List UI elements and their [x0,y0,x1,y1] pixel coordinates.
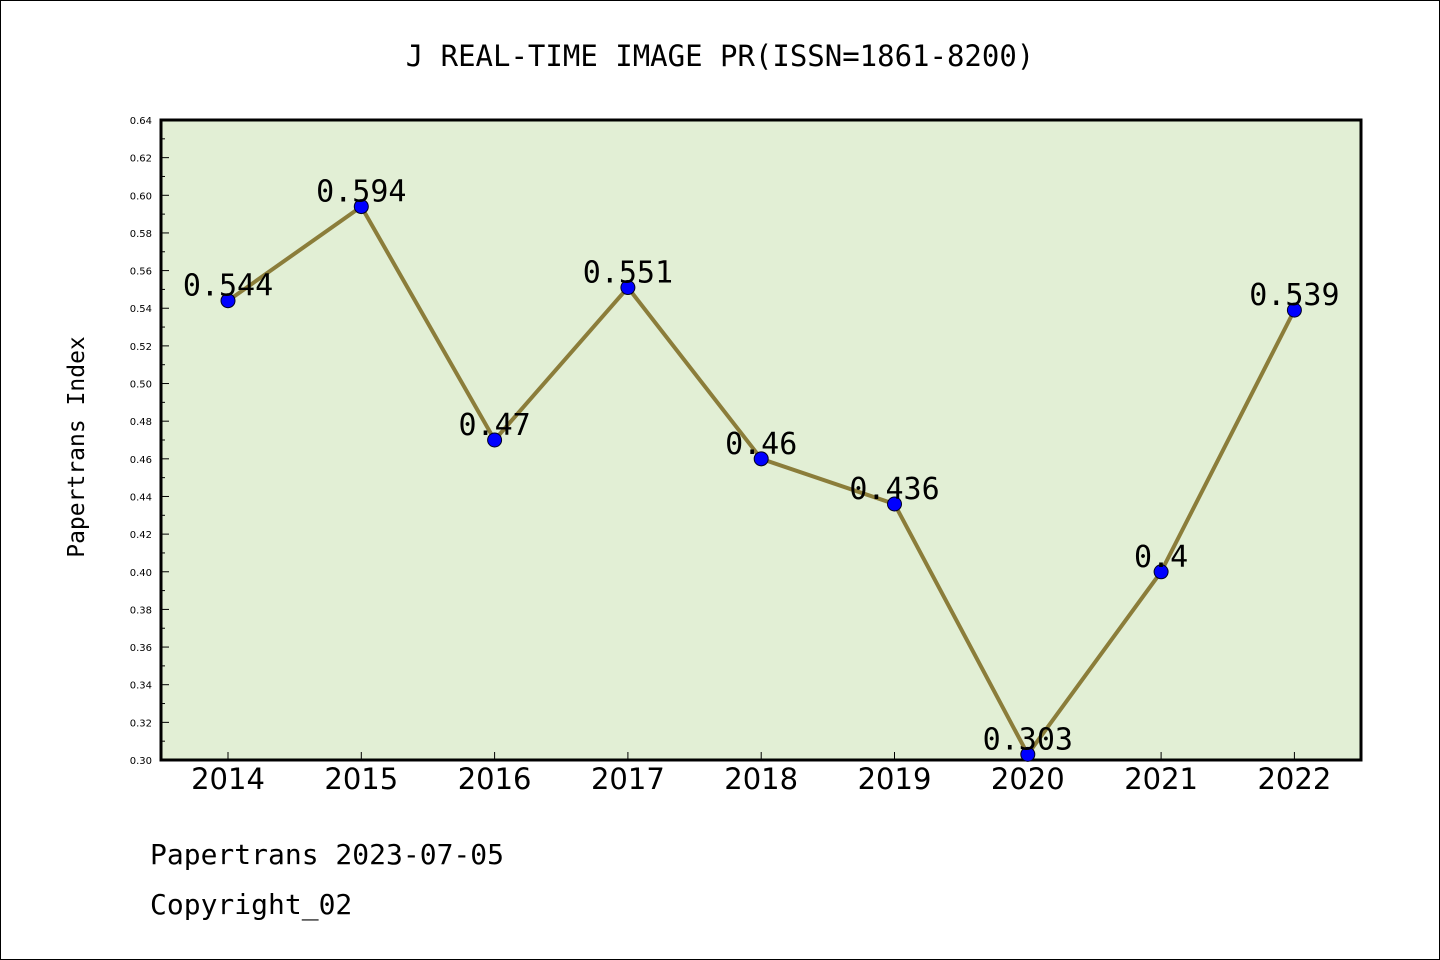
y-tick-label: 0.62 [130,154,152,165]
x-tick-label: 2019 [858,762,932,796]
x-tick-label: 2022 [1257,762,1331,796]
series-line-group: 0.544 0.594 0.47 0.551 0.46 0.436 0.303 0.4 0.53… [183,175,1340,762]
y-axis: 0.30 0.32 0.34 0.36 0.38 0.40 0.42 0.44 0.46 0.48… [130,116,169,767]
x-axis: 2014 2015 2016 2017 2018 2019 2020 2021 2022 [191,752,1331,796]
data-point [220,293,236,309]
data-point [1020,746,1036,762]
data-point [487,432,503,448]
data-label: 0.303 [983,722,1073,757]
data-point [1286,302,1302,318]
data-point [753,451,769,467]
y-tick-label: 0.54 [130,304,152,315]
x-tick-label: 2016 [458,762,532,796]
y-tick-label: 0.52 [130,342,152,353]
chart-title: J REAL-TIME IMAGE PR(ISSN=1861-8200) [406,39,1035,73]
y-axis-label: Papertrans Index [64,336,90,558]
y-tick-label: 0.38 [130,605,152,616]
y-tick-label: 0.60 [130,191,152,202]
data-label: 0.47 [458,408,530,443]
data-label: 0.46 [725,427,797,462]
y-tick-label: 0.64 [130,116,152,127]
data-label: 0.544 [183,269,273,304]
data-point [353,199,369,215]
y-tick-label: 0.40 [130,568,152,579]
y-tick-label: 0.48 [130,417,152,428]
y-tick-label: 0.56 [130,267,152,278]
data-label: 0.539 [1249,278,1339,313]
y-tick-label: 0.44 [130,492,152,503]
data-point [620,280,636,296]
y-tick-label: 0.30 [130,756,152,767]
data-point [1153,564,1169,580]
data-label: 0.436 [849,472,939,507]
footer-copyright: Copyright_02 [150,888,352,922]
data-label: 0.594 [316,175,406,210]
x-tick-label: 2021 [1124,762,1198,796]
x-tick-label: 2017 [591,762,665,796]
y-tick-label: 0.50 [130,380,152,391]
plot-area [159,118,1363,762]
footer-date: Papertrans 2023-07-05 [150,838,504,871]
x-tick-label: 2018 [724,762,798,796]
y-tick-label: 0.32 [130,718,152,729]
x-tick-label: 2015 [324,762,398,796]
y-tick-label: 0.36 [130,643,152,654]
y-tick-label: 0.34 [130,681,152,692]
data-label: 0.4 [1134,540,1188,575]
data-point [887,496,902,512]
y-tick-label: 0.58 [130,229,152,240]
y-tick-label: 0.42 [130,530,152,541]
y-tick-label: 0.46 [130,455,152,466]
x-tick-label: 2014 [191,762,265,796]
x-tick-label: 2020 [991,762,1065,796]
data-label: 0.551 [583,256,673,291]
